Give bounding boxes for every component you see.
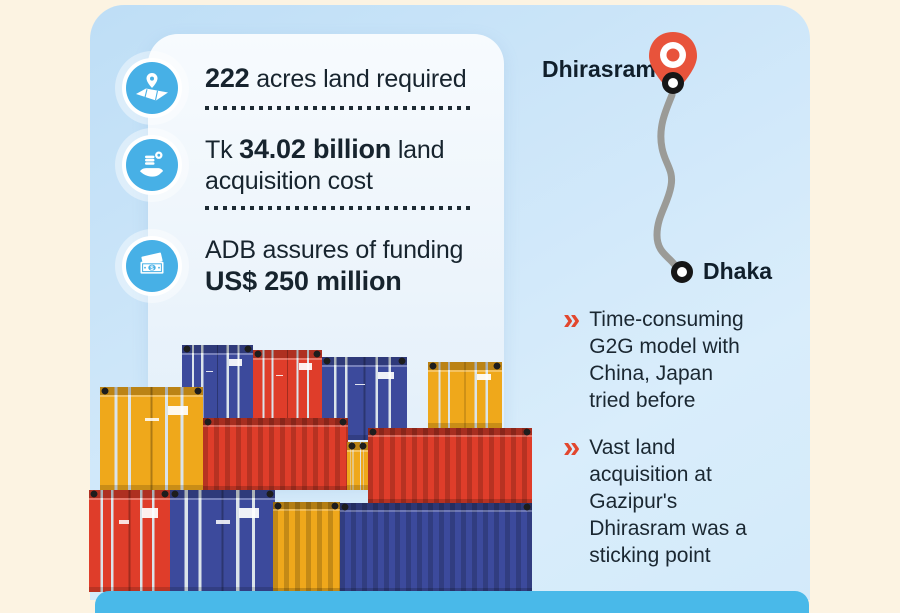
dotted-divider (205, 106, 472, 110)
container-yellow-sliver (347, 442, 368, 490)
destination-point-marker (671, 261, 693, 283)
bullet-item: » Vast land acquisition at Gazipur's Dhi… (563, 429, 803, 569)
hand-money-icon (115, 128, 189, 202)
route-line (653, 91, 678, 268)
container-yellow-door (100, 387, 203, 490)
icon-disc: $ (126, 240, 178, 292)
bottom-accent-bar (95, 591, 809, 613)
icon-disc (126, 139, 178, 191)
origin-point-marker (662, 72, 684, 94)
double-chevron-icon: » (563, 301, 580, 336)
container-red-door (89, 490, 170, 592)
banknotes-icon: $ (115, 229, 189, 303)
location-pin-icon (649, 32, 697, 94)
container-red-door (253, 350, 322, 423)
dotted-divider (205, 206, 472, 210)
container-yellow-side (273, 502, 340, 592)
map-origin-label: Dhirasram (542, 56, 656, 82)
svg-text:$: $ (150, 265, 154, 272)
stat-adb-funding: ADB assures of funding US$ 250 million (205, 236, 464, 296)
double-chevron-icon: » (563, 429, 580, 464)
bullet-item: » Time-consuming G2G model with China, J… (563, 301, 803, 414)
hand-coins-glyph (140, 151, 164, 177)
stat-land-required: 222 acres land required (205, 63, 467, 93)
bullet-text: Vast land acquisition at Gazipur's Dhira… (589, 436, 747, 567)
banknotes-glyph: $ (140, 252, 164, 274)
map-pin-glyph (136, 73, 168, 101)
icon-disc (126, 62, 178, 114)
container-yellow-door (428, 362, 502, 428)
container-blue-side (340, 503, 532, 592)
container-red-side (368, 428, 532, 503)
map-destination-label: Dhaka (703, 258, 773, 284)
container-red-side (203, 418, 348, 490)
stat-acquisition-cost: Tk 34.02 billion land acquisition cost (205, 134, 445, 195)
bullet-text: Time-consuming G2G model with China, Jap… (589, 308, 744, 412)
container-blue-door (170, 490, 275, 592)
map-location-icon (115, 51, 189, 125)
